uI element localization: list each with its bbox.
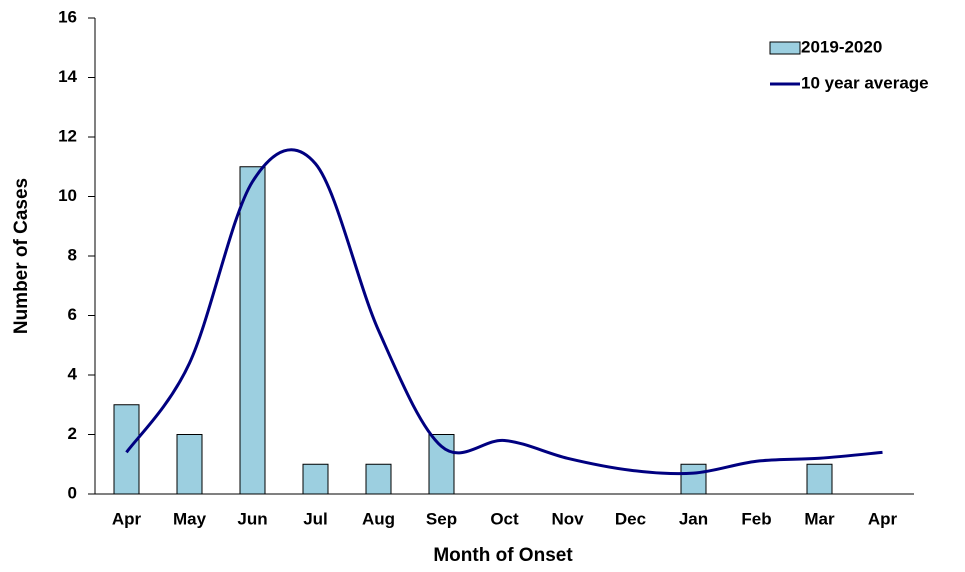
x-tick-label: Dec — [615, 509, 646, 528]
y-tick-label: 10 — [58, 186, 77, 205]
x-tick-label: Jun — [237, 509, 267, 528]
legend-label: 2019-2020 — [801, 37, 882, 56]
bar — [176, 434, 203, 495]
y-tick-label: 14 — [58, 67, 77, 86]
x-tick-label: Apr — [112, 509, 142, 528]
x-tick-label: Nov — [551, 509, 584, 528]
bar — [428, 434, 455, 495]
x-tick-label: Jan — [679, 509, 708, 528]
legend-label: 10 year average — [801, 73, 929, 92]
y-tick-label: 4 — [68, 364, 78, 383]
x-tick-label: Mar — [804, 509, 835, 528]
y-tick-label: 0 — [68, 483, 77, 502]
x-tick-label: Jul — [303, 509, 328, 528]
line — [125, 148, 883, 476]
legend-swatch — [769, 41, 801, 55]
bar — [806, 463, 833, 495]
y-tick-label: 8 — [68, 245, 77, 264]
bar — [239, 166, 266, 495]
x-tick-label: Aug — [362, 509, 395, 528]
x-axis-title: Month of Onset — [433, 545, 573, 566]
x-tick-label: Apr — [868, 509, 898, 528]
y-tick-label: 2 — [68, 424, 77, 443]
y-tick-label: 12 — [58, 126, 77, 145]
x-tick-label: Feb — [741, 509, 771, 528]
bar — [680, 463, 707, 495]
bar — [365, 463, 392, 495]
bar — [302, 463, 329, 495]
y-tick-label: 16 — [58, 7, 77, 26]
x-tick-label: Sep — [426, 509, 457, 528]
x-tick-label: May — [173, 509, 207, 528]
bar — [113, 404, 140, 495]
y-axis-title: Number of Cases — [11, 178, 32, 334]
y-tick-label: 6 — [68, 305, 77, 324]
x-tick-label: Oct — [490, 509, 519, 528]
